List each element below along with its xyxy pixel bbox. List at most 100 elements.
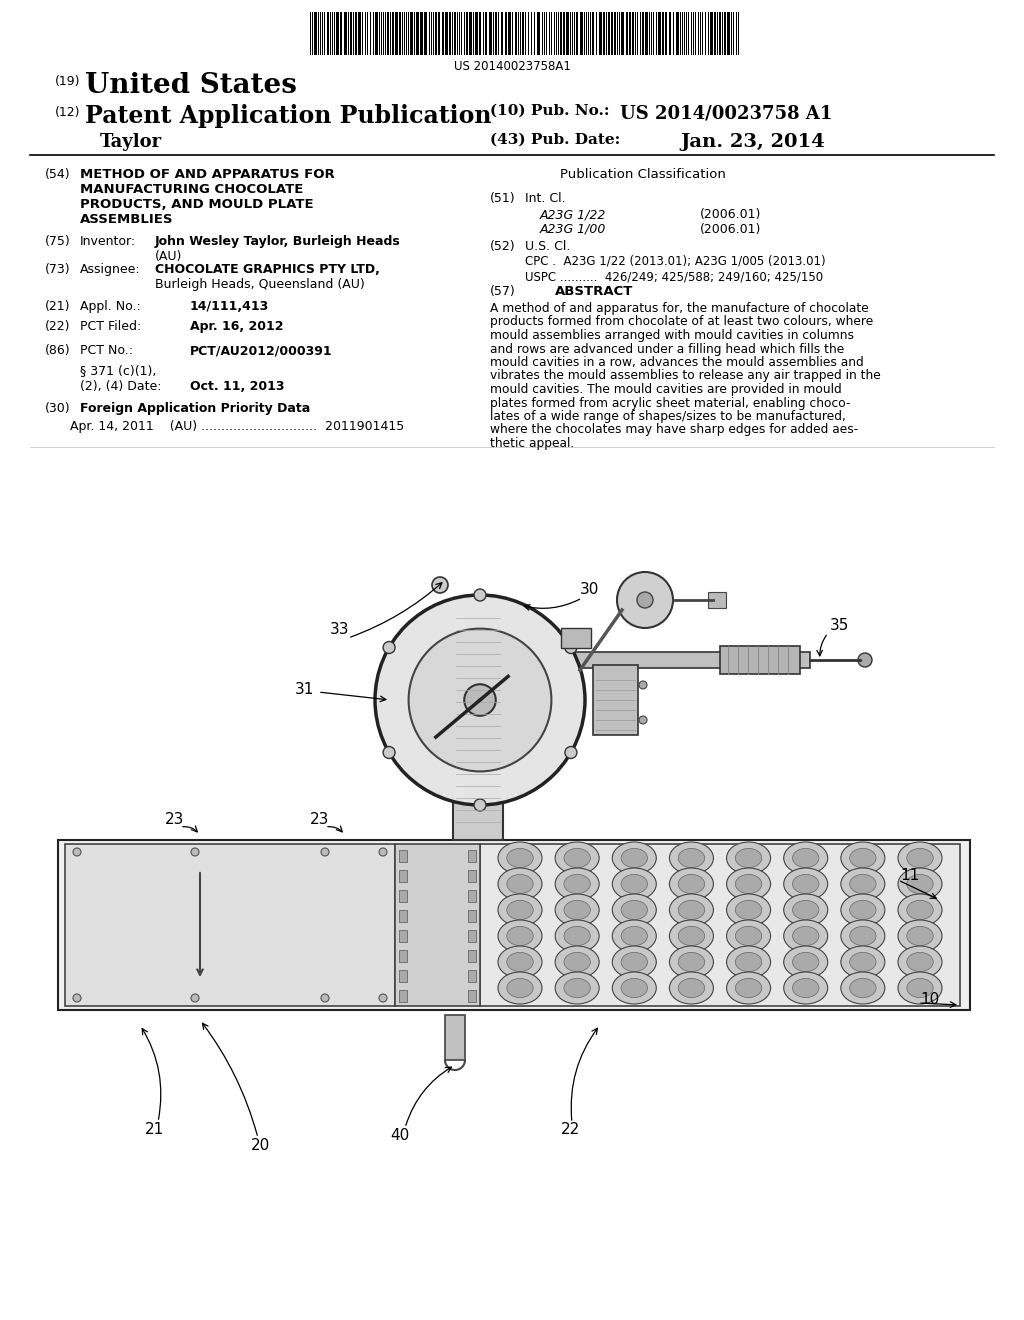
Text: (51): (51) [490,191,516,205]
Bar [336,12,339,55]
Text: Appl. No.:: Appl. No.: [80,300,140,313]
Bar [592,12,594,55]
Bar [468,931,476,942]
Ellipse shape [564,978,591,998]
Text: 35: 35 [830,618,849,632]
Bar [399,870,407,882]
Text: A method of and apparatus for, the manufacture of chocolate: A method of and apparatus for, the manuf… [490,302,868,315]
Ellipse shape [507,874,534,894]
Circle shape [432,577,449,593]
Ellipse shape [507,953,534,972]
Text: 33: 33 [331,623,350,638]
Text: 23: 23 [165,813,184,828]
Bar [642,12,644,55]
Text: Patent Application Publication: Patent Application Publication [85,104,492,128]
Ellipse shape [735,978,762,998]
Ellipse shape [898,869,942,900]
Bar [662,12,664,55]
Bar [561,628,591,648]
Bar [468,890,476,902]
Text: PCT Filed:: PCT Filed: [80,319,141,333]
Text: Taylor: Taylor [100,133,162,150]
Ellipse shape [555,920,599,952]
Circle shape [617,572,673,628]
Bar [424,12,427,55]
Text: 20: 20 [251,1138,269,1152]
Ellipse shape [622,874,647,894]
Ellipse shape [850,953,877,972]
Ellipse shape [735,927,762,945]
Bar [454,12,456,55]
Ellipse shape [507,978,534,998]
Circle shape [379,847,387,855]
Ellipse shape [793,874,819,894]
Text: (86): (86) [45,345,71,356]
Bar [327,12,329,55]
Text: (19): (19) [55,75,81,88]
Text: PCT/AU2012/000391: PCT/AU2012/000391 [190,345,333,356]
Ellipse shape [670,946,714,978]
Text: mould cavities. The mould cavities are provided in mould: mould cavities. The mould cavities are p… [490,383,842,396]
Bar [508,12,511,55]
Circle shape [464,684,496,715]
Ellipse shape [507,849,534,867]
Text: (57): (57) [490,285,516,298]
Ellipse shape [793,849,819,867]
Bar [468,850,476,862]
Bar [469,12,472,55]
Ellipse shape [898,946,942,978]
Text: PRODUCTS, AND MOULD PLATE: PRODUCTS, AND MOULD PLATE [80,198,313,211]
Ellipse shape [907,927,933,945]
Circle shape [73,994,81,1002]
Bar [355,12,357,55]
Circle shape [379,994,387,1002]
Ellipse shape [670,869,714,900]
Text: Jan. 23, 2014: Jan. 23, 2014 [680,133,824,150]
Bar [560,12,562,55]
Text: Apr. 16, 2012: Apr. 16, 2012 [190,319,284,333]
Bar [442,12,444,55]
Bar [399,12,401,55]
Ellipse shape [498,920,542,952]
Text: § 371 (c)(1),: § 371 (c)(1), [80,364,157,378]
Ellipse shape [678,900,705,920]
Circle shape [383,642,395,653]
Circle shape [474,589,486,601]
Ellipse shape [564,953,591,972]
Text: (2006.01): (2006.01) [700,223,762,236]
Ellipse shape [898,972,942,1005]
Text: mould assemblies arranged with mould cavities in columns: mould assemblies arranged with mould cav… [490,329,854,342]
Bar [632,12,634,55]
Ellipse shape [498,842,542,874]
Ellipse shape [670,894,714,927]
Text: A23G 1/00: A23G 1/00 [540,223,606,236]
Bar [593,665,638,735]
Text: (54): (54) [45,168,71,181]
Text: (AU): (AU) [155,249,182,263]
Bar [575,12,578,55]
Text: Assignee:: Assignee: [80,263,140,276]
Ellipse shape [622,849,647,867]
Text: Burleigh Heads, Queensland (AU): Burleigh Heads, Queensland (AU) [155,279,365,290]
Bar [350,12,352,55]
Text: 21: 21 [145,1122,165,1138]
Ellipse shape [727,946,771,978]
Ellipse shape [612,946,656,978]
Ellipse shape [793,953,819,972]
Bar [392,12,394,55]
Circle shape [474,799,486,810]
Bar [395,12,398,55]
Ellipse shape [735,953,762,972]
Text: John Wesley Taylor, Burleigh Heads: John Wesley Taylor, Burleigh Heads [155,235,400,248]
Bar [399,990,407,1002]
Ellipse shape [555,946,599,978]
Text: Oct. 11, 2013: Oct. 11, 2013 [190,380,285,393]
Ellipse shape [783,920,827,952]
Ellipse shape [564,849,591,867]
Bar [416,12,419,55]
Bar [599,12,602,55]
Text: (73): (73) [45,263,71,276]
Ellipse shape [793,978,819,998]
Bar [566,12,569,55]
Circle shape [637,591,653,609]
